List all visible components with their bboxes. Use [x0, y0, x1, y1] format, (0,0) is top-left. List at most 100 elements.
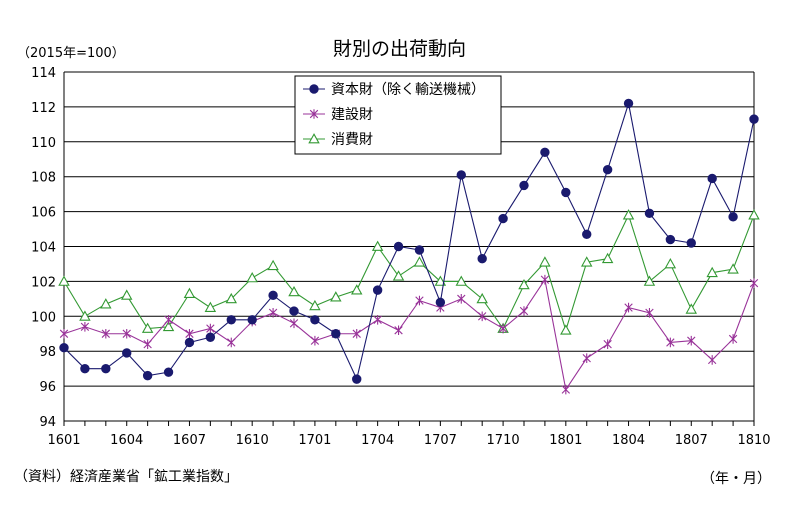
- data-point: [623, 98, 634, 109]
- x-tick-label: 1701: [298, 433, 331, 448]
- data-point: [185, 328, 194, 339]
- data-point: [707, 173, 717, 184]
- data-point: [350, 284, 363, 295]
- data-point: [120, 289, 133, 300]
- data-point: [184, 337, 195, 348]
- data-point: [122, 328, 131, 339]
- y-tick-label: 102: [31, 275, 56, 290]
- x-tick-label: 1707: [424, 433, 457, 448]
- data-point: [435, 297, 446, 308]
- data-point: [561, 187, 571, 198]
- data-point: [602, 165, 613, 175]
- y-tick-label: 112: [31, 101, 56, 116]
- y-tick-label: 110: [31, 136, 56, 151]
- legend-marker: [309, 109, 319, 119]
- data-point: [226, 315, 236, 325]
- legend-label: 資本財（除く輸送機械）: [331, 82, 485, 98]
- data-point: [582, 353, 591, 363]
- data-point: [457, 294, 466, 304]
- data-point: [80, 363, 90, 374]
- data-point: [603, 339, 612, 350]
- data-point: [225, 292, 238, 304]
- data-point: [100, 298, 112, 309]
- data-point: [518, 278, 530, 290]
- x-tick-label: 1804: [612, 433, 645, 448]
- data-point: [643, 275, 656, 286]
- data-point: [434, 275, 447, 286]
- data-point: [519, 306, 529, 316]
- data-point: [143, 339, 152, 350]
- legend-label: 消費財: [331, 132, 373, 148]
- legend-box: [294, 75, 502, 155]
- data-point: [246, 271, 258, 283]
- data-point: [498, 213, 508, 224]
- data-point: [707, 355, 717, 365]
- data-point: [352, 374, 362, 384]
- y-tick-label: 98: [39, 345, 56, 360]
- data-point: [268, 308, 278, 318]
- x-tick-label: 1601: [47, 433, 80, 448]
- data-point: [560, 324, 572, 335]
- data-point: [373, 314, 382, 325]
- data-point: [749, 278, 759, 288]
- chart-title: 財別の出荷動向: [332, 38, 466, 60]
- data-point: [80, 321, 90, 332]
- data-point: [227, 337, 236, 348]
- data-point: [455, 275, 468, 286]
- data-point: [687, 335, 696, 346]
- data-point: [331, 329, 341, 339]
- data-point: [540, 147, 550, 157]
- data-point: [561, 384, 571, 395]
- data-point: [666, 337, 675, 348]
- data-point: [310, 335, 320, 346]
- data-point: [415, 295, 424, 306]
- legend-marker: [309, 84, 319, 94]
- data-point: [372, 285, 383, 295]
- data-point: [206, 323, 215, 334]
- data-point: [476, 292, 488, 304]
- data-point: [101, 363, 111, 374]
- data-point: [268, 290, 278, 301]
- data-point: [58, 275, 70, 286]
- data-point: [728, 212, 738, 222]
- x-tick-label: 1710: [487, 433, 520, 448]
- y-tick-label: 114: [31, 66, 56, 81]
- data-point: [456, 170, 466, 180]
- data-point: [582, 229, 592, 239]
- y-tick-label: 96: [39, 380, 56, 395]
- data-point: [749, 114, 759, 124]
- y-tick-label: 104: [31, 241, 56, 256]
- y-tick-label: 106: [31, 206, 56, 221]
- data-point: [289, 306, 299, 316]
- legend-marker: [308, 133, 320, 144]
- data-point: [392, 270, 405, 281]
- data-point: [205, 332, 216, 342]
- data-point: [540, 274, 550, 285]
- data-point: [624, 302, 633, 313]
- data-point: [394, 325, 403, 336]
- x-tick-label: 1801: [549, 433, 582, 448]
- data-point: [141, 322, 154, 333]
- data-point: [686, 238, 696, 248]
- data-point: [665, 234, 676, 245]
- data-point: [685, 303, 698, 314]
- data-point: [330, 291, 342, 302]
- x-tick-label: 1704: [361, 433, 394, 448]
- data-point: [79, 310, 91, 321]
- data-point: [59, 343, 69, 353]
- x-tick-label: 1807: [675, 433, 708, 448]
- data-point: [247, 315, 257, 325]
- data-point: [267, 259, 279, 271]
- x-tick-label: 1810: [737, 433, 770, 448]
- data-point: [371, 240, 384, 251]
- data-point: [748, 209, 760, 220]
- data-point: [288, 285, 300, 297]
- data-point: [519, 180, 529, 191]
- x-tick-label: 1610: [236, 433, 269, 448]
- data-point: [498, 323, 508, 334]
- data-point: [644, 208, 655, 219]
- y-tick-label: 94: [39, 415, 56, 430]
- series-line: [63, 213, 755, 333]
- data-point: [352, 328, 361, 339]
